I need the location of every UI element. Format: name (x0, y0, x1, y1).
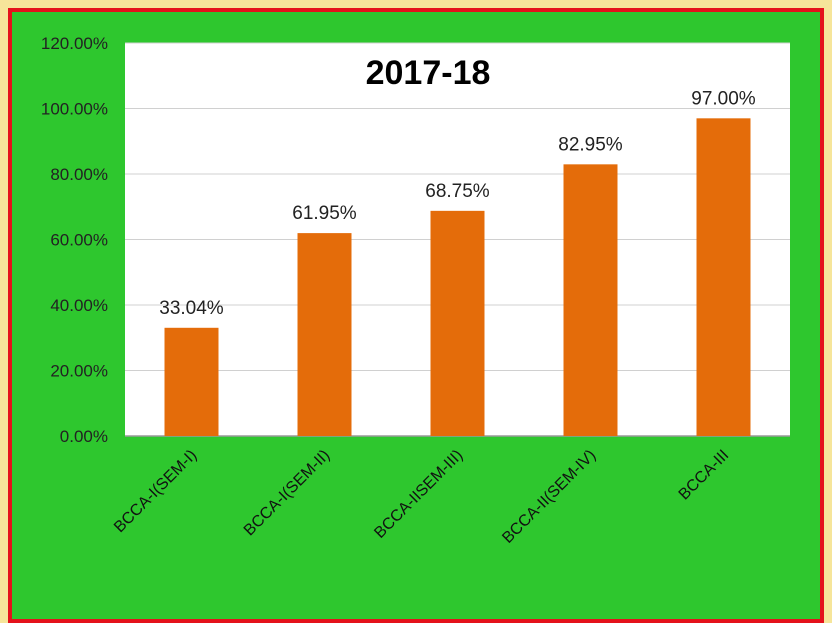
data-labels: 33.04% 61.95% 68.75% 82.95% 97.00% (159, 88, 756, 318)
y-tick-label: 40.00% (50, 296, 108, 315)
data-label: 82.95% (558, 134, 623, 155)
data-label: 33.04% (159, 298, 224, 319)
x-tick-label: BCCA-I(SEM-II) (241, 447, 333, 539)
chart-title: 2017-18 (366, 54, 491, 92)
x-tick-label: BCCA-I(SEM-I) (111, 447, 200, 536)
bar (563, 164, 618, 436)
bar (430, 210, 485, 436)
y-tick-label: 60.00% (50, 231, 108, 250)
x-tick-label: BCCA-III (676, 447, 733, 504)
y-axis-tick-labels: 0.00% 20.00% 40.00% 60.00% 80.00% 100.00% 120.… (41, 34, 108, 446)
data-label: 61.95% (292, 203, 357, 224)
y-tick-label: 20.00% (50, 362, 108, 381)
y-tick-label: 80.00% (50, 165, 108, 184)
data-label: 97.00% (691, 88, 756, 109)
y-tick-label: 120.00% (41, 34, 108, 53)
x-axis-tick-labels: BCCA-I(SEM-I) BCCA-I(SEM-II) BCCA-IISEM-II… (111, 447, 732, 547)
bar (696, 118, 751, 436)
y-tick-label: 100.00% (41, 100, 108, 119)
y-tick-label: 0.00% (60, 427, 108, 446)
bars (164, 118, 751, 436)
data-label: 68.75% (425, 181, 490, 202)
x-tick-label: BCCA-IISEM-III) (371, 447, 466, 542)
bar (164, 327, 219, 436)
bar (297, 233, 352, 436)
x-tick-label: BCCA-II(SEM-IV) (499, 447, 599, 547)
